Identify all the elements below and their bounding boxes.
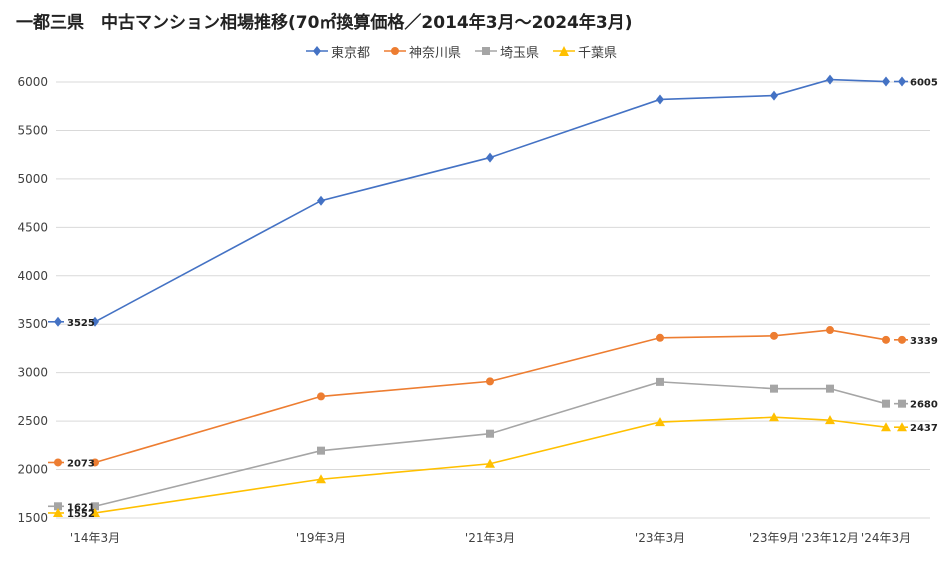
data-point (486, 429, 494, 438)
data-point (769, 412, 779, 422)
start-label-marker (54, 502, 62, 511)
legend-item: 神奈川県 (384, 42, 462, 61)
data-point (656, 94, 664, 105)
legend-item: 東京都 (306, 42, 371, 61)
x-tick-label: '19年3月 (296, 531, 346, 545)
data-point (486, 377, 494, 386)
data-point (317, 392, 325, 401)
data-point (485, 458, 495, 468)
data-point (825, 415, 835, 425)
data-point (317, 195, 325, 206)
y-tick-label: 5500 (17, 123, 48, 137)
start-label-marker (54, 316, 62, 327)
legend-marker-icon (553, 46, 576, 56)
x-tick-label: '23年3月 (635, 531, 685, 545)
legend-label: 千葉県 (578, 45, 618, 61)
x-tick-label: '23年12月 (801, 531, 859, 545)
data-point (91, 502, 99, 511)
legend-label: 神奈川県 (409, 45, 462, 61)
chart-title: 一都三県 中古マンション相場推移(70㎡換算価格／2014年3月～2024年3月… (16, 13, 633, 33)
start-value-label: 2073 (67, 458, 95, 469)
data-point (91, 458, 99, 467)
data-point (90, 507, 100, 517)
series-line (94, 78, 887, 323)
data-point (882, 76, 890, 87)
start-label-marker (53, 507, 63, 517)
data-point (826, 384, 834, 393)
data-point (486, 152, 494, 163)
data-point (91, 316, 99, 327)
y-tick-label: 6000 (17, 75, 48, 89)
series-line (94, 381, 887, 508)
data-point (826, 74, 834, 85)
data-point (770, 384, 778, 393)
end-value-label: 3339 (910, 336, 938, 347)
x-tick-label: '21年3月 (465, 531, 515, 545)
legend-label: 東京都 (331, 45, 371, 61)
end-label-marker (898, 399, 906, 408)
legend-item: 埼玉県 (475, 42, 540, 61)
legend-marker-icon (306, 46, 328, 56)
data-point (882, 399, 890, 408)
legend-marker-icon (384, 47, 407, 55)
legend-label: 埼玉県 (500, 45, 540, 61)
y-tick-label: 4000 (17, 269, 48, 283)
data-point (882, 335, 890, 344)
y-tick-label: 5000 (17, 172, 48, 186)
start-value-label: 1621 (67, 502, 95, 513)
data-point (881, 422, 891, 432)
x-tick-label: '24年3月 (861, 531, 911, 545)
end-value-label: 2680 (910, 400, 938, 411)
start-value-label: 1552 (67, 509, 95, 520)
data-point (826, 326, 834, 335)
data-point (316, 474, 326, 484)
data-point (655, 417, 665, 427)
end-value-label: 6005 (910, 78, 938, 89)
end-label-marker (898, 76, 906, 87)
data-point (770, 90, 778, 101)
y-tick-label: 3000 (17, 366, 48, 380)
y-tick-label: 4500 (17, 220, 48, 234)
series-line (94, 329, 887, 464)
data-point (656, 377, 664, 386)
x-tick-label: '14年3月 (70, 531, 120, 545)
data-point (317, 446, 325, 455)
y-tick-label: 2500 (17, 414, 48, 428)
legend-marker-icon (475, 47, 498, 55)
data-point (656, 333, 664, 342)
start-value-label: 3525 (67, 318, 95, 329)
end-label-marker (897, 422, 907, 432)
y-tick-label: 2000 (17, 463, 48, 477)
legend-item: 千葉県 (553, 42, 618, 61)
x-tick-label: '23年9月 (749, 531, 799, 545)
start-label-marker (54, 458, 62, 467)
legend: 東京都 神奈川県 埼玉県 千葉県 (306, 42, 618, 61)
y-tick-label: 3500 (17, 317, 48, 331)
end-label-marker (898, 335, 906, 344)
data-point (770, 331, 778, 340)
y-tick-label: 1500 (17, 511, 48, 525)
end-value-label: 2437 (910, 423, 938, 434)
